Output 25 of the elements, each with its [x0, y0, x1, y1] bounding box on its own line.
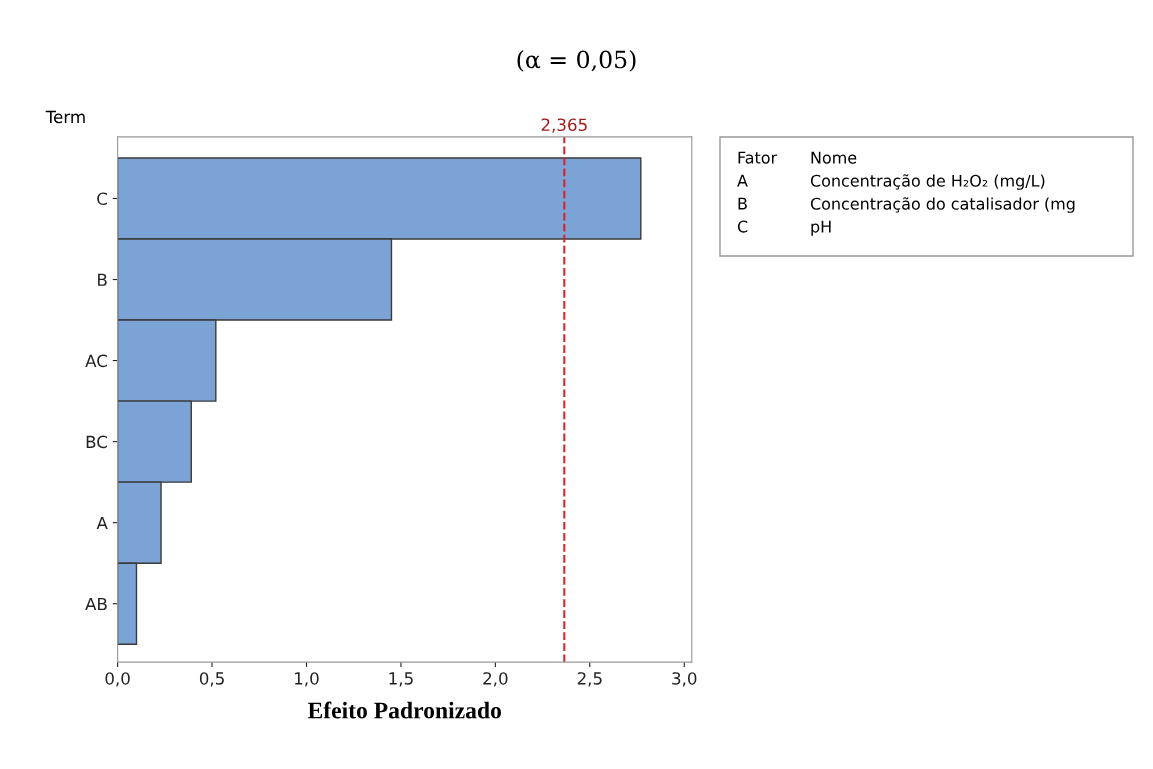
text: Concentração do catalisador (mg	[810, 197, 1075, 213]
y-tick-label: A	[96, 516, 108, 530]
text: A	[737, 174, 748, 187]
x-tick-label: 2,5	[577, 672, 602, 687]
text: pH	[811, 220, 831, 236]
x-tick-label: 1,0	[295, 672, 319, 687]
y-tick-label: B	[98, 273, 107, 286]
x-axis-title: Efeito Padronizado	[307, 701, 501, 719]
x-tick-label: 2,0	[483, 672, 508, 687]
y-tick-label: BC	[86, 435, 107, 449]
y-tick-label: AC	[85, 354, 107, 368]
text: B	[738, 197, 747, 210]
text: C	[737, 220, 748, 233]
x-tick-label: 0,0	[105, 672, 130, 687]
ref-line-label: 2,365	[541, 118, 587, 133]
chart-title: (α = 0,05)	[517, 50, 636, 72]
x-tick-label: 1,5	[389, 672, 413, 687]
y-axis-title: Term	[45, 110, 85, 124]
text: Concentração de H₂O₂ (mg/L)	[810, 174, 1045, 190]
y-tick-label: C	[97, 192, 107, 206]
x-tick-label: 3,0	[672, 672, 697, 687]
y-tick-label: AB	[85, 597, 107, 611]
text: Fator	[738, 151, 778, 164]
x-tick-label: 0,5	[199, 672, 224, 687]
text: Nome	[811, 151, 857, 164]
